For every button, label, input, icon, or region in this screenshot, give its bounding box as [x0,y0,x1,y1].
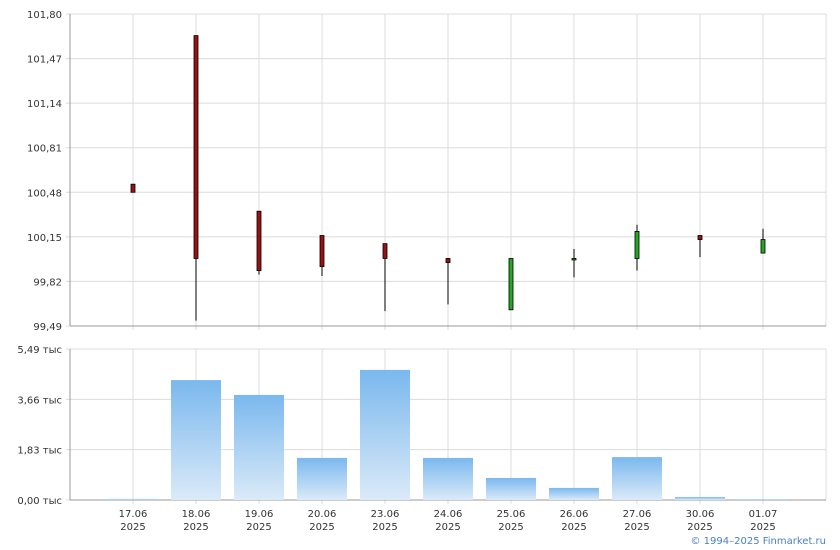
y-tick-label: 99,49 [33,322,62,333]
candle-body [256,210,262,272]
volume-bar [171,380,221,500]
x-tick-label: 30.06 2025 [686,509,715,533]
volume-bar [738,499,788,500]
volume-bar [234,394,284,500]
volume-bar [423,457,473,500]
volume-bar [549,487,599,500]
y-tick-label: 5,49 тыс [17,345,62,356]
y-tick-label: 100,81 [27,144,62,155]
x-tick-label: 17.06 2025 [119,509,148,533]
y-tick-label: 101,47 [27,55,62,66]
candle-body [634,231,640,259]
volume-bar [486,477,536,500]
x-tick-label: 27.06 2025 [623,509,652,533]
y-tick-label: 3,66 тыс [17,395,62,406]
volume-bar [297,457,347,500]
candle-body [508,258,514,311]
candle-body [760,239,766,254]
volume-bar [675,496,725,500]
volume-bar [612,457,662,500]
x-tick-label: 20.06 2025 [308,509,337,533]
candle-body [697,235,703,240]
volume-bar [108,498,158,500]
y-tick-label: 1,83 тыс [17,446,62,457]
x-tick-label: 24.06 2025 [434,509,463,533]
x-tick-label: 01.07 2025 [749,509,778,533]
y-tick-label: 100,48 [27,188,62,199]
y-tick-label: 101,14 [27,99,62,110]
x-tick-label: 23.06 2025 [371,509,400,533]
y-tick-label: 100,15 [27,233,62,244]
candle-body [445,258,451,263]
x-tick-label: 18.06 2025 [182,509,211,533]
y-tick-label: 0,00 тыс [17,496,62,507]
y-tick-label: 99,82 [33,277,62,288]
candle-body [319,235,325,267]
candle-body [130,183,136,193]
x-tick-label: 25.06 2025 [497,509,526,533]
candle-body [193,35,199,259]
y-tick-label: 101,80 [27,10,62,21]
candle-body [571,258,577,261]
x-tick-label: 26.06 2025 [560,509,589,533]
volume-bar [360,369,410,500]
candle-body [382,243,388,259]
footer: © 1994–2025 Finmarket.ru [690,536,826,547]
x-tick-label: 19.06 2025 [245,509,274,533]
